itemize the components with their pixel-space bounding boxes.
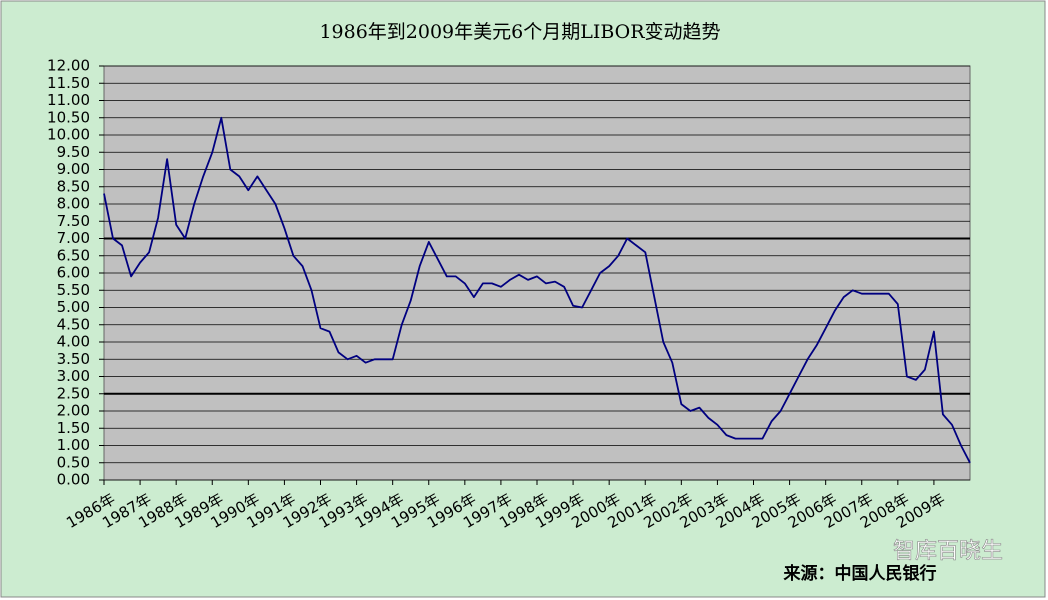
y-tick-label: 2.00 bbox=[57, 402, 90, 420]
y-tick-label: 3.50 bbox=[57, 350, 90, 368]
y-tick-label: 4.50 bbox=[57, 315, 90, 333]
y-tick-label: 7.50 bbox=[57, 212, 90, 230]
y-tick-label: 12.00 bbox=[47, 57, 90, 75]
y-tick-label: 0.50 bbox=[57, 453, 90, 471]
y-tick-label: 5.00 bbox=[57, 298, 90, 316]
y-tick-label: 9.00 bbox=[57, 160, 90, 178]
y-tick-label: 6.50 bbox=[57, 246, 90, 264]
y-tick-label: 11.00 bbox=[47, 91, 90, 109]
y-tick-label: 10.50 bbox=[47, 108, 90, 126]
y-tick-label: 11.50 bbox=[47, 74, 90, 92]
y-tick-label: 8.00 bbox=[57, 195, 90, 213]
y-tick-label: 8.50 bbox=[57, 177, 90, 195]
y-tick-label: 1.00 bbox=[57, 436, 90, 454]
chart-title: 1986年到2009年美元6个月期LIBOR变动趋势 bbox=[319, 21, 720, 43]
y-tick-label: 7.00 bbox=[57, 229, 90, 247]
source-note: 来源：中国人民银行 bbox=[783, 563, 937, 584]
y-tick-label: 4.00 bbox=[57, 333, 90, 351]
y-tick-label: 5.50 bbox=[57, 281, 90, 299]
y-tick-label: 1.50 bbox=[57, 419, 90, 437]
y-tick-label: 0.00 bbox=[57, 471, 90, 489]
y-tick-label: 10.00 bbox=[47, 126, 90, 144]
y-tick-label: 3.00 bbox=[57, 367, 90, 385]
y-tick-label: 2.50 bbox=[57, 384, 90, 402]
y-tick-label: 6.00 bbox=[57, 264, 90, 282]
y-tick-label: 9.50 bbox=[57, 143, 90, 161]
watermark: 智库百晓生 bbox=[893, 539, 1003, 564]
data-line bbox=[103, 116, 971, 464]
